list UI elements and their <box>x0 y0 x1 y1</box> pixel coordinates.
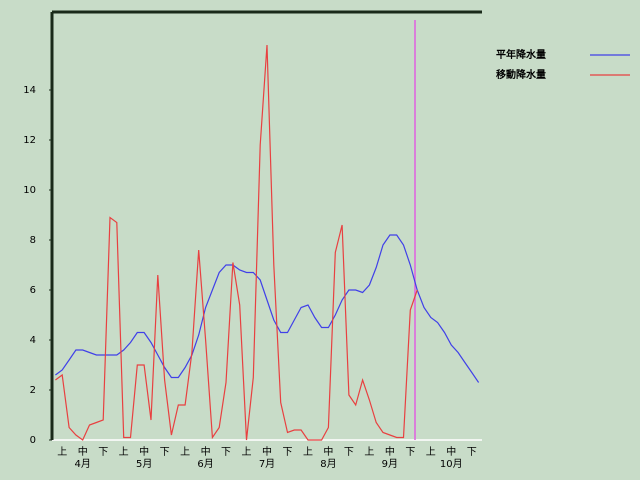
x-tick-label: 上 <box>303 446 313 458</box>
x-tick-label: 下 <box>282 447 292 458</box>
x-tick-label: 下 <box>221 447 231 458</box>
x-tick-label: 上 <box>242 446 252 458</box>
legend-label: 平年降水量 <box>496 48 546 61</box>
y-tick-label: 6 <box>30 285 36 296</box>
y-tick-label: 0 <box>30 435 36 446</box>
month-label: 4月 <box>75 458 91 470</box>
y-tick-label: 12 <box>23 135 36 146</box>
x-tick-label: 下 <box>98 447 108 458</box>
x-tick-label: 下 <box>405 447 415 458</box>
x-tick-label: 中 <box>139 445 149 458</box>
y-tick-label: 10 <box>23 185 36 196</box>
series-line <box>55 234 480 383</box>
x-tick-label: 中 <box>78 445 88 458</box>
x-tick-label: 下 <box>344 447 354 458</box>
y-tick-label: 14 <box>23 85 36 96</box>
y-tick-label: 4 <box>30 335 36 346</box>
month-label: 9月 <box>382 458 398 470</box>
month-label: 7月 <box>259 458 275 470</box>
x-tick-label: 中 <box>201 445 211 458</box>
series-line <box>55 44 418 441</box>
x-tick-label: 中 <box>262 445 272 458</box>
y-tick-label: 8 <box>30 235 36 246</box>
x-tick-label: 上 <box>119 446 129 458</box>
x-tick-label: 上 <box>364 446 374 458</box>
x-tick-label: 中 <box>323 445 333 458</box>
x-tick-label: 中 <box>385 445 395 458</box>
x-tick-label: 下 <box>467 447 477 458</box>
month-label: 10月 <box>440 458 463 470</box>
x-tick-label: 上 <box>426 446 436 458</box>
y-tick-label: 2 <box>30 385 36 396</box>
legend-label: 移動降水量 <box>496 68 546 81</box>
month-label: 5月 <box>136 458 152 470</box>
x-tick-label: 上 <box>180 446 190 458</box>
month-label: 8月 <box>320 458 336 470</box>
x-tick-label: 中 <box>446 445 456 458</box>
x-tick-label: 上 <box>57 446 67 458</box>
x-tick-label: 下 <box>160 447 170 458</box>
month-label: 6月 <box>197 458 213 470</box>
